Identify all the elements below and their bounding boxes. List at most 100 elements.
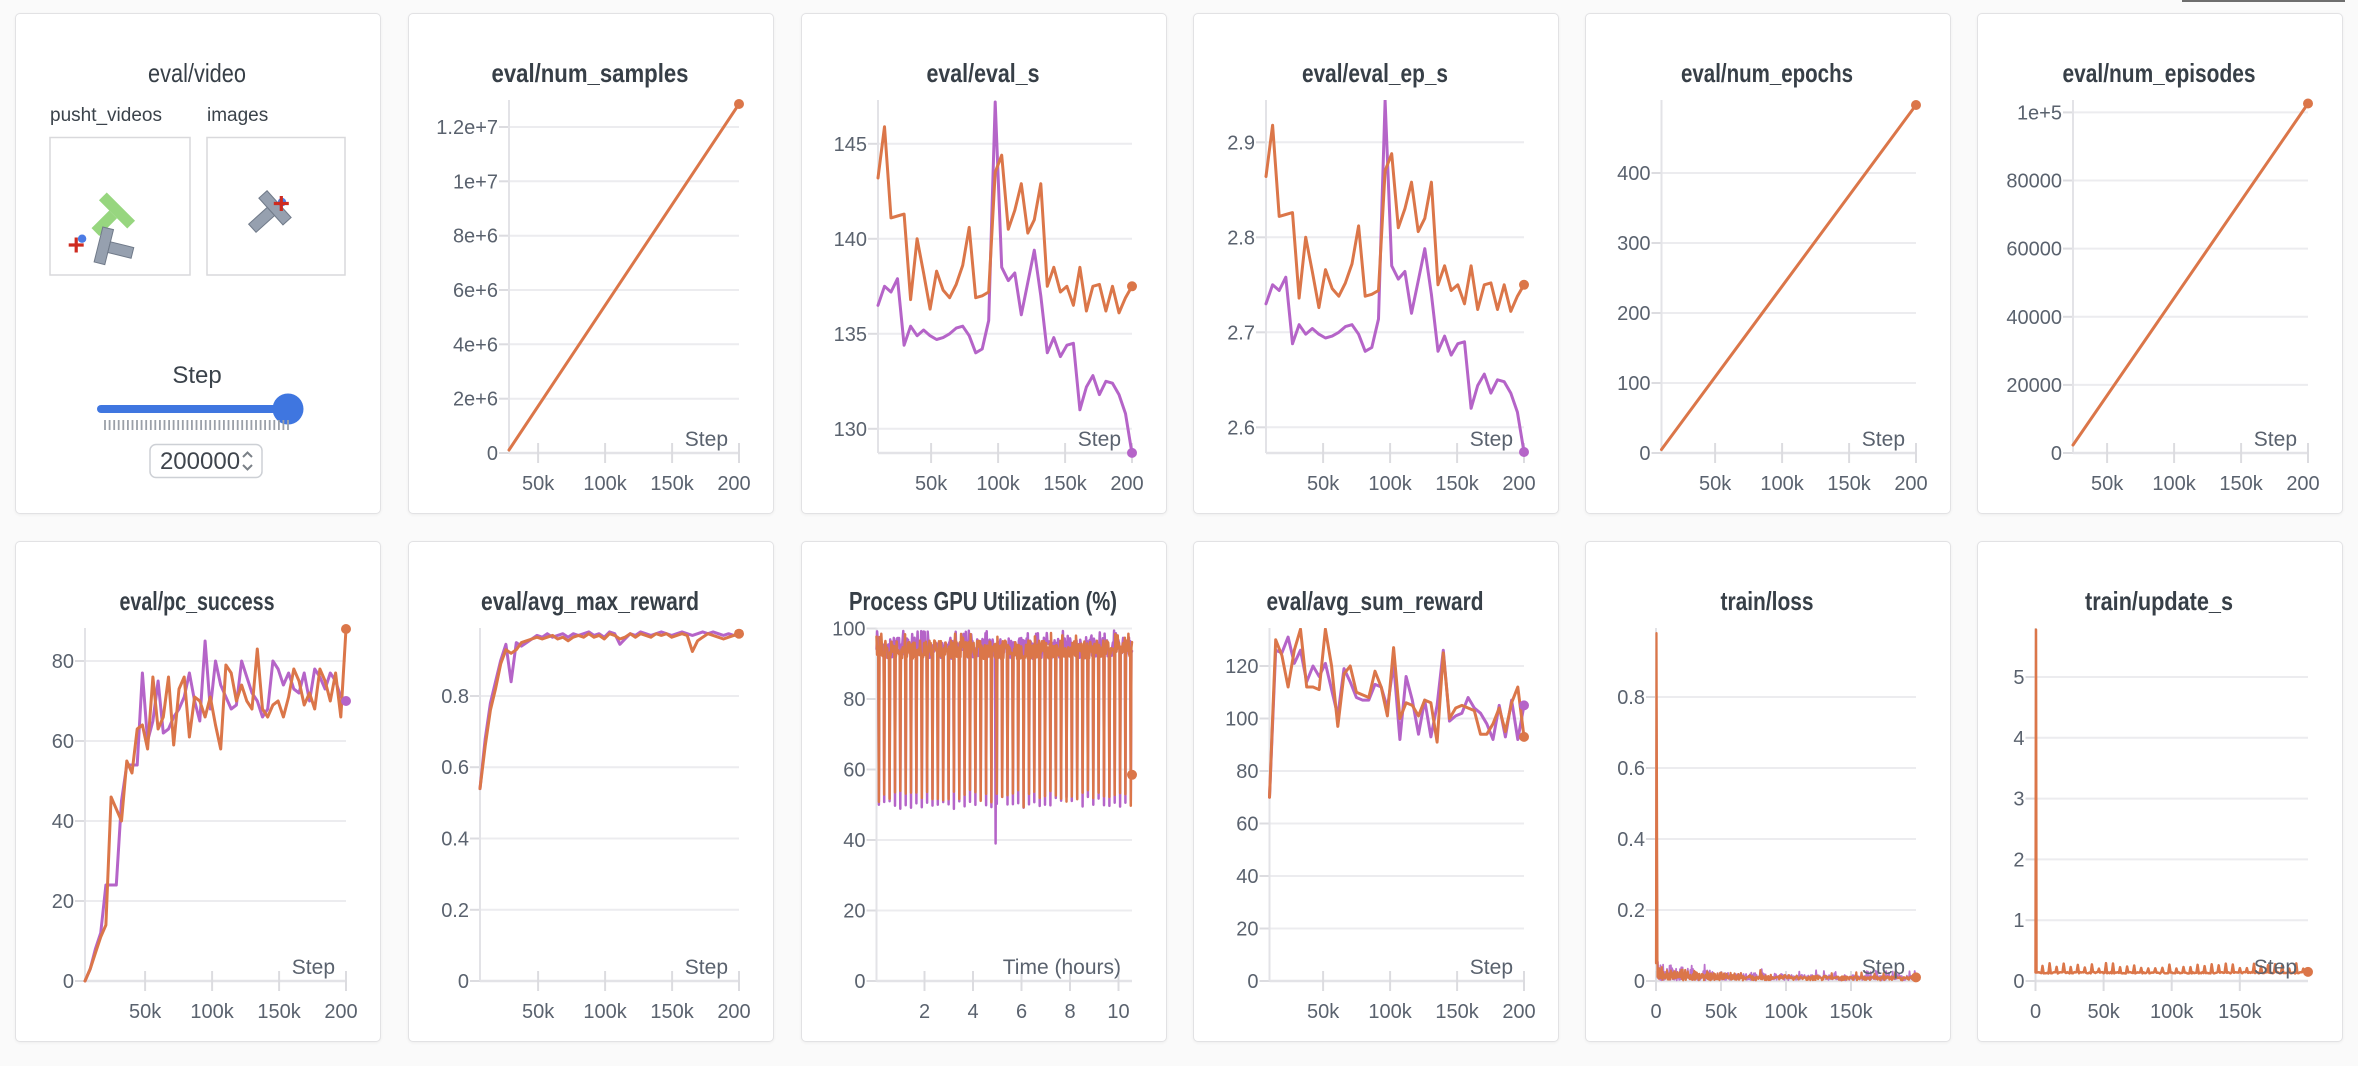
svg-text:200: 200 [1502, 473, 1535, 495]
svg-text:20: 20 [1236, 919, 1258, 941]
svg-text:Step: Step [685, 428, 728, 451]
svg-text:2.8: 2.8 [1227, 227, 1255, 249]
svg-text:50k: 50k [1698, 473, 1731, 495]
svg-text:150k: 150k [2219, 473, 2263, 495]
svg-text:50k: 50k [914, 473, 947, 495]
svg-text:0: 0 [854, 971, 865, 993]
svg-text:Step: Step [1861, 956, 1904, 979]
svg-text:1: 1 [2013, 911, 2024, 933]
svg-text:0: 0 [2013, 971, 2024, 993]
svg-text:80: 80 [843, 689, 865, 711]
svg-text:100: 100 [1617, 373, 1650, 395]
svg-text:200: 200 [2286, 473, 2319, 495]
svg-text:0.6: 0.6 [1617, 758, 1645, 780]
svg-text:200: 200 [1894, 473, 1927, 495]
svg-text:50k: 50k [1306, 473, 1339, 495]
svg-text:200: 200 [1617, 303, 1650, 325]
svg-text:50k: 50k [1306, 1001, 1339, 1023]
svg-text:0: 0 [63, 971, 74, 993]
svg-text:0: 0 [2050, 443, 2061, 465]
svg-text:200: 200 [717, 1001, 750, 1023]
svg-text:4: 4 [967, 1001, 978, 1023]
svg-text:400: 400 [1617, 163, 1650, 185]
svg-text:0: 0 [1639, 443, 1650, 465]
svg-text:0.8: 0.8 [441, 686, 469, 708]
svg-text:20: 20 [52, 891, 74, 913]
svg-text:100k: 100k [2152, 473, 2196, 495]
svg-text:0: 0 [1247, 971, 1258, 993]
svg-text:eval/video: eval/video [148, 58, 246, 88]
svg-text:300: 300 [1617, 233, 1650, 255]
svg-text:eval/avg_max_reward: eval/avg_max_reward [481, 586, 699, 616]
svg-text:100k: 100k [583, 473, 627, 495]
svg-text:0: 0 [1650, 1001, 1661, 1023]
svg-text:80000: 80000 [2006, 171, 2062, 193]
svg-text:100: 100 [832, 619, 865, 641]
svg-text:200: 200 [1502, 1001, 1535, 1023]
svg-text:Process GPU Utilization (%): Process GPU Utilization (%) [849, 586, 1117, 616]
svg-text:4: 4 [2013, 728, 2024, 750]
svg-text:100: 100 [1225, 709, 1258, 731]
svg-text:200: 200 [717, 473, 750, 495]
svg-text:6: 6 [1015, 1001, 1026, 1023]
svg-text:150k: 150k [650, 1001, 694, 1023]
svg-text:Step: Step [172, 362, 221, 389]
svg-text:60: 60 [843, 760, 865, 782]
svg-text:pusht_videos: pusht_videos [50, 105, 162, 126]
svg-text:2e+6: 2e+6 [453, 389, 498, 411]
svg-text:100k: 100k [1760, 473, 1804, 495]
svg-text:3: 3 [2013, 789, 2024, 811]
svg-text:150k: 150k [2218, 1001, 2262, 1023]
svg-text:100k: 100k [190, 1001, 234, 1023]
svg-text:8e+6: 8e+6 [453, 226, 498, 248]
svg-text:images: images [207, 105, 268, 126]
svg-text:145: 145 [833, 134, 866, 156]
svg-text:0: 0 [458, 971, 469, 993]
svg-text:40: 40 [52, 811, 74, 833]
svg-text:eval/num_episodes: eval/num_episodes [2062, 58, 2255, 88]
svg-text:50k: 50k [129, 1001, 162, 1023]
svg-text:Step: Step [2253, 428, 2296, 451]
svg-text:2.7: 2.7 [1227, 322, 1255, 344]
svg-text:1e+5: 1e+5 [2016, 102, 2061, 124]
svg-text:Step: Step [1469, 956, 1512, 979]
svg-text:Time (hours): Time (hours) [1002, 956, 1120, 979]
svg-text:0.2: 0.2 [441, 900, 469, 922]
svg-text:140: 140 [833, 229, 866, 251]
svg-text:1e+7: 1e+7 [453, 171, 498, 193]
svg-text:60: 60 [1236, 814, 1258, 836]
svg-text:Step: Step [292, 956, 335, 979]
svg-text:2: 2 [2013, 850, 2024, 872]
svg-text:0.6: 0.6 [441, 758, 469, 780]
svg-text:0: 0 [1633, 971, 1644, 993]
svg-text:Step: Step [1861, 428, 1904, 451]
svg-text:80: 80 [52, 651, 74, 673]
svg-text:1.2e+7: 1.2e+7 [436, 117, 498, 139]
svg-text:0.4: 0.4 [1617, 829, 1645, 851]
svg-text:100k: 100k [2150, 1001, 2194, 1023]
svg-text:60: 60 [52, 731, 74, 753]
svg-text:20: 20 [843, 901, 865, 923]
svg-text:150k: 150k [1829, 1001, 1873, 1023]
svg-text:200: 200 [324, 1001, 357, 1023]
svg-text:Step: Step [1469, 428, 1512, 451]
svg-text:200000: 200000 [160, 448, 240, 475]
svg-text:Step: Step [685, 956, 728, 979]
svg-text:130: 130 [833, 419, 866, 441]
svg-text:50k: 50k [2090, 473, 2123, 495]
svg-text:8: 8 [1064, 1001, 1075, 1023]
svg-text:eval/eval_s: eval/eval_s [926, 58, 1039, 88]
svg-text:150k: 150k [257, 1001, 301, 1023]
svg-text:5: 5 [2013, 667, 2024, 689]
svg-text:50k: 50k [522, 1001, 555, 1023]
svg-text:100k: 100k [1368, 1001, 1412, 1023]
svg-text:135: 135 [833, 324, 866, 346]
svg-text:train/update_s: train/update_s [2085, 586, 2233, 616]
svg-text:150k: 150k [1435, 473, 1479, 495]
svg-text:100k: 100k [976, 473, 1020, 495]
svg-text:50k: 50k [1704, 1001, 1737, 1023]
svg-text:40: 40 [1236, 866, 1258, 888]
svg-text:100k: 100k [1764, 1001, 1808, 1023]
svg-text:40: 40 [843, 830, 865, 852]
svg-text:4e+6: 4e+6 [453, 334, 498, 356]
